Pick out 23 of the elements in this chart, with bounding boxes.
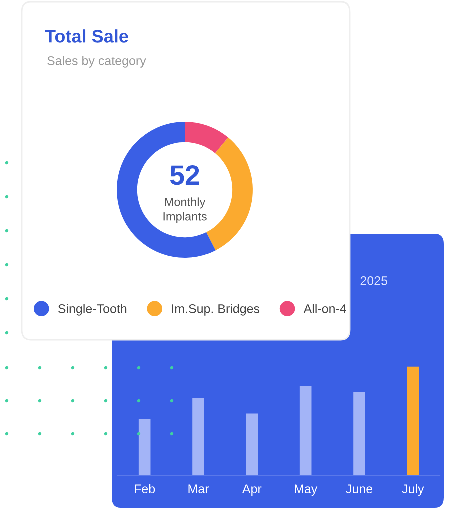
x-tick-label: Apr: [242, 484, 262, 496]
bar: [246, 414, 258, 476]
chart-subtitle: Sales by category: [48, 56, 146, 68]
x-tick-label: Mar: [188, 484, 210, 494]
legend-label: Single-Tooth: [58, 304, 127, 316]
bar: [407, 366, 420, 476]
bar: [138, 419, 151, 476]
x-tick-label: Feb: [135, 484, 156, 494]
donut-slice: [185, 122, 228, 154]
text: 52: [170, 166, 200, 186]
bar: [192, 398, 204, 476]
donut-slice: [117, 122, 216, 258]
donut-slice: [206, 138, 253, 251]
x-tick-label: July: [402, 484, 424, 496]
x-tick-label: June: [346, 484, 372, 494]
bar: [354, 392, 366, 476]
legend-label: Im.Sup. Bridges: [172, 304, 260, 316]
chart-title: 2025: [360, 276, 388, 286]
x-tick-label: May: [295, 484, 318, 496]
bar: [300, 386, 312, 476]
text: Monthly Implants: [164, 198, 207, 224]
legend-label: All-on-4: [304, 304, 346, 314]
chart-title: Total Sale: [45, 30, 128, 43]
